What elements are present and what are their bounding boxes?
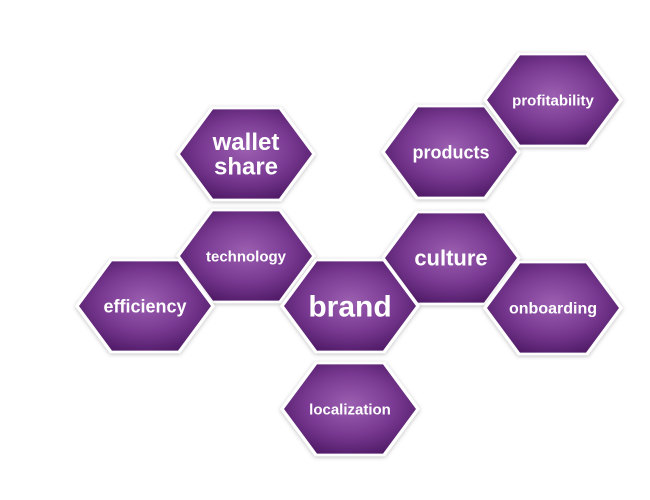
hexagon-label-products: products: [412, 142, 489, 162]
hexagon-shape: [385, 107, 517, 197]
hexagon-label-culture: culture: [414, 246, 487, 271]
hexagon-shape: [284, 261, 416, 351]
hexagon-shape: [180, 109, 312, 199]
hexagon-localization: localization: [280, 361, 420, 457]
hexagon-shape: [79, 261, 211, 351]
hexagon-shape: [284, 364, 416, 454]
hexagon-label-wallet-share: wallet: [212, 129, 280, 156]
hexagon-efficiency: efficiency: [75, 258, 215, 354]
hexagon-label-technology: technology: [206, 248, 287, 265]
hexagon-profitability: profitability: [483, 52, 623, 148]
hexagon-shape: [385, 213, 517, 303]
hexagon-label-localization: localization: [309, 401, 391, 418]
hexagon-shape: [487, 55, 619, 145]
hexagon-culture: culture: [381, 210, 521, 306]
hexagon-label-brand: brand: [308, 291, 391, 324]
hexagon-products: products: [381, 104, 521, 200]
hexagon-shape: [180, 211, 312, 301]
hexagon-label-profitability: profitability: [512, 92, 594, 109]
hexagon-onboarding: onboarding: [483, 260, 623, 356]
hexagon-technology: technology: [176, 208, 316, 304]
hexagon-label-efficiency: efficiency: [103, 296, 186, 316]
hexagon-label-wallet-share: share: [214, 154, 278, 181]
hexagon-label-onboarding: onboarding: [509, 301, 597, 318]
hexagon-shape: [487, 263, 619, 353]
hexagon-brand: brand: [280, 258, 420, 354]
